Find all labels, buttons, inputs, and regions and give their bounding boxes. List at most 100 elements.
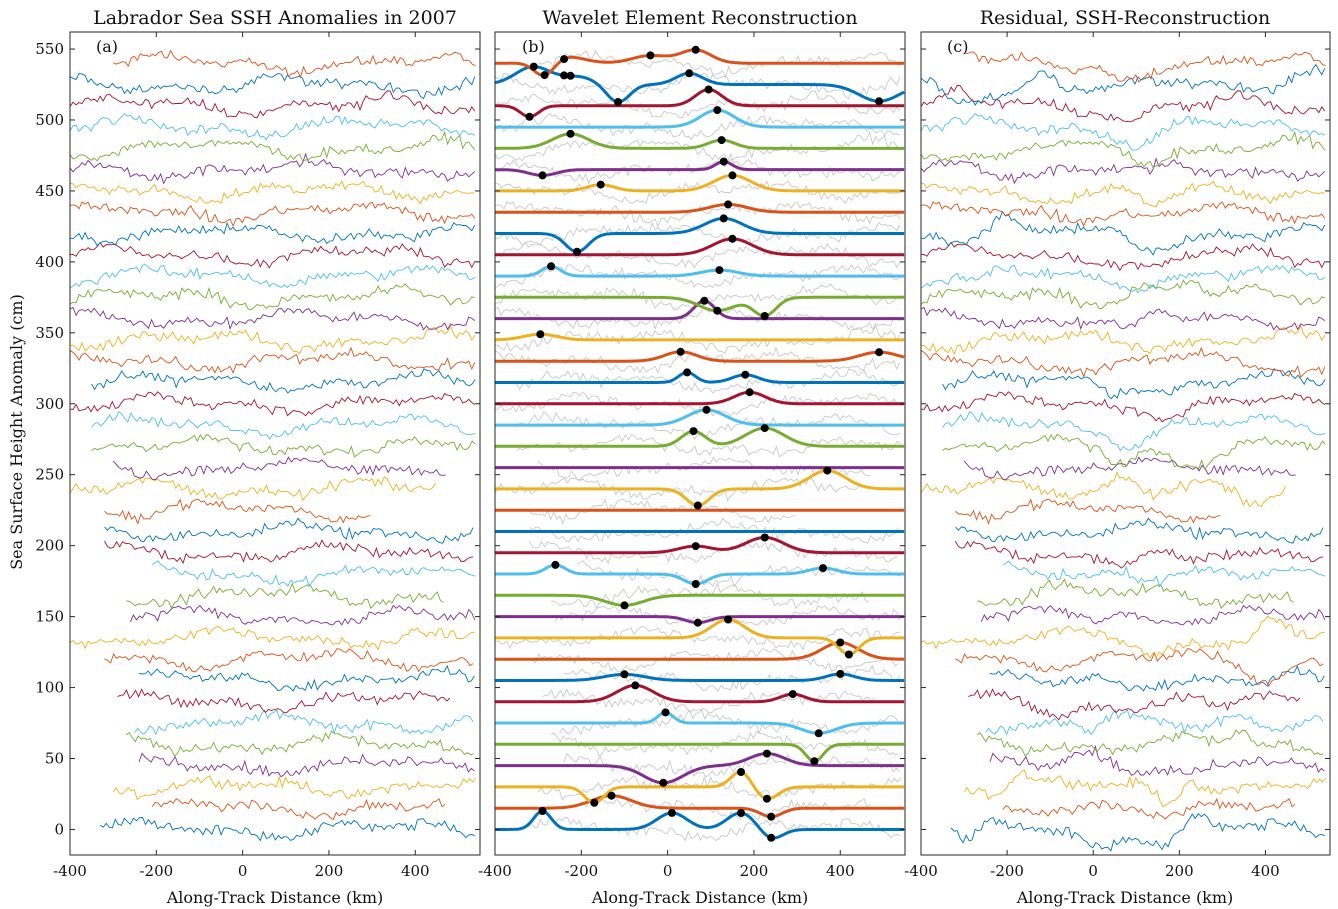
wavelet-element-dot (741, 370, 750, 379)
panel-b-x-axis-label: Along-Track Distance (km) (591, 888, 809, 907)
ssh-track-330 (921, 346, 1326, 378)
wavelet-element-dot (551, 560, 560, 569)
ssh-track-315 (91, 368, 476, 394)
ssh-background-track-180 (576, 560, 901, 588)
wavelet-element-dot (713, 106, 722, 115)
wavelet-element-dot (810, 757, 819, 766)
panel-b-plot: -400 -200 0 200 400 (478, 31, 906, 880)
ssh-track-270 (91, 433, 476, 458)
wavelet-element-dot (691, 580, 700, 588)
wavelet-element-dot (538, 807, 547, 815)
y-tick-label: 100 (35, 679, 64, 697)
ssh-track-480 (70, 130, 476, 162)
ssh-background-track-405 (495, 241, 901, 269)
ssh-track-540 (964, 51, 1326, 83)
ssh-track-465 (70, 152, 476, 185)
reconstruction-390 (495, 264, 905, 278)
ssh-track-0 (99, 817, 475, 842)
reconstruction-120 (495, 640, 905, 661)
ssh-track-330 (70, 346, 476, 374)
ssh-track-510 (921, 84, 1326, 123)
ssh-track-120 (104, 648, 474, 673)
ssh-track-510 (70, 90, 476, 119)
reconstruction-315 (495, 370, 905, 384)
wavelet-element-dot (875, 97, 884, 106)
wavelet-element-dot (717, 136, 726, 145)
y-tick-label: 0 (54, 820, 64, 838)
ssh-track-240 (70, 476, 436, 502)
ssh-track-180 (151, 560, 476, 588)
reconstruction-0 (495, 809, 905, 840)
series-group (495, 45, 905, 842)
ssh-track-480 (921, 130, 1326, 169)
reconstruction-420 (495, 216, 905, 254)
ssh-track-495 (921, 112, 1326, 151)
x-tick-label: 400 (1251, 862, 1280, 880)
ssh-background-track-375 (495, 283, 900, 311)
wavelet-element-dot (844, 650, 853, 659)
wavelet-element-dot (560, 55, 569, 64)
x-tick-label: -200 (990, 862, 1024, 880)
ssh-track-0 (950, 813, 1325, 852)
ssh-track-75 (985, 708, 1324, 736)
ssh-background-track-120 (529, 648, 899, 673)
panel-c-x-axis-label: Along-Track Distance (km) (1016, 888, 1234, 907)
ssh-track-435 (70, 201, 476, 228)
wavelet-element-dot (745, 388, 754, 397)
ssh-track-210 (955, 517, 1324, 544)
x-tick-label: 0 (663, 862, 673, 880)
ssh-background-track-240 (495, 476, 861, 502)
wavelet-element-dot (607, 791, 616, 800)
ssh-track-375 (70, 283, 475, 311)
wavelet-element-dot (536, 330, 545, 339)
panel-c-plot: -400 -200 0 200 400 (904, 31, 1331, 880)
wavelet-element-dot (547, 262, 556, 271)
ssh-track-465 (921, 157, 1326, 185)
ssh-track-285 (91, 411, 476, 441)
ssh-track-150 (980, 604, 1326, 626)
wavelet-element-dot (646, 51, 655, 60)
ssh-track-495 (70, 112, 476, 141)
x-tick-label: -200 (564, 862, 598, 880)
ssh-background-track-540 (538, 49, 901, 79)
reconstruction-375 (495, 295, 905, 318)
ssh-track-300 (70, 391, 476, 417)
ssh-track-105 (989, 665, 1325, 692)
wavelet-element-dot (737, 809, 745, 817)
ssh-track-135 (70, 625, 475, 651)
wavelet-element-dot (590, 798, 599, 807)
wavelet-element-dot (693, 501, 702, 510)
wavelet-element-dot (737, 768, 745, 776)
ssh-track-165 (126, 582, 444, 610)
x-tick-label: -400 (478, 862, 512, 880)
wavelet-element-dot (596, 180, 605, 189)
ssh-track-30 (963, 769, 1327, 808)
wavelet-element-dot (525, 112, 534, 121)
wavelet-element-dot (614, 98, 622, 106)
ssh-track-285 (942, 411, 1326, 452)
ssh-track-345 (70, 324, 476, 355)
ssh-track-390 (70, 264, 476, 289)
wavelet-element-dot (836, 669, 845, 678)
y-tick-label: 550 (35, 40, 64, 58)
ssh-track-225 (104, 498, 371, 525)
ssh-track-525 (921, 63, 1326, 106)
wavelet-element-dot (875, 348, 884, 357)
wavelet-element-dot (728, 171, 737, 180)
ssh-track-210 (104, 517, 474, 544)
ssh-track-450 (70, 180, 475, 205)
x-tick-label: 200 (740, 862, 769, 880)
y-tick-label: 350 (35, 324, 64, 342)
reconstruction-330 (495, 350, 905, 363)
ssh-track-540 (113, 49, 476, 79)
reconstruction-495 (495, 108, 905, 129)
reconstruction-435 (495, 202, 905, 214)
ssh-track-60 (125, 730, 474, 757)
wavelet-element-dot (760, 312, 769, 320)
wavelet-element-dot (814, 729, 823, 738)
ssh-track-120 (955, 648, 1324, 688)
wavelet-element-dot (573, 247, 581, 256)
ssh-track-315 (942, 368, 1326, 400)
wavelet-element-dot (691, 542, 700, 551)
